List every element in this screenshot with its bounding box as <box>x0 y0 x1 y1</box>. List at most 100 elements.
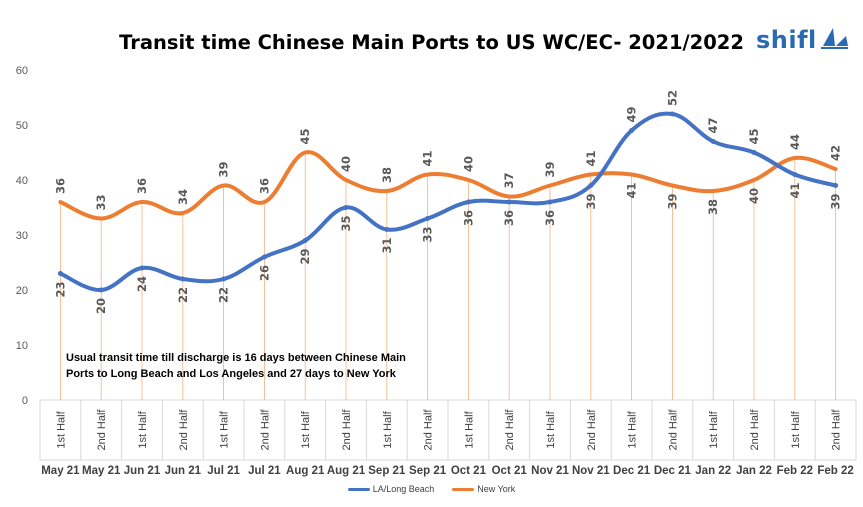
data-label-ny: 38 <box>706 199 720 215</box>
y-tick-label: 40 <box>16 175 28 187</box>
data-label-ny: 40 <box>461 156 475 172</box>
data-label-ny: 37 <box>502 172 516 188</box>
x-category-label: 2nd Half <box>423 409 435 451</box>
data-label-la: 49 <box>625 106 639 122</box>
data-point-la <box>792 172 798 177</box>
data-label-ny: 40 <box>747 188 761 204</box>
data-label-la: 22 <box>217 287 231 303</box>
x-month-label: Jul 21 <box>207 465 240 477</box>
data-label-ny: 39 <box>217 161 231 177</box>
x-category-label: 2nd Half <box>504 409 516 451</box>
data-label-la: 47 <box>706 117 720 133</box>
x-category-label: 2nd Half <box>341 409 353 451</box>
x-month-label: Aug 21 <box>327 465 366 477</box>
x-month-label: Oct 21 <box>492 465 528 477</box>
legend-item-ny: New York <box>452 484 515 494</box>
drop-lines <box>60 152 836 400</box>
x-category-label: 1st Half <box>463 410 475 448</box>
data-label-la: 20 <box>94 298 108 314</box>
x-category-label: 1st Half <box>137 410 149 448</box>
x-category-label: 1st Half <box>300 410 312 448</box>
data-point-la <box>629 128 635 133</box>
data-label-la: 23 <box>53 282 67 298</box>
data-labels: 23 36 20 33 24 36 22 34 22 39 26 36 29 45 35 40 31 38 33 41… <box>53 90 842 314</box>
shifl-logo: shifl <box>756 24 849 56</box>
x-category-label: 2nd Half <box>259 409 271 451</box>
data-label-la: 35 <box>339 216 353 232</box>
x-month-label: Sep 21 <box>409 465 447 477</box>
x-category-label: 2nd Half <box>667 409 679 451</box>
x-month-label: Sep 21 <box>368 465 406 477</box>
x-month-label: May 21 <box>82 465 121 477</box>
x-month-label: Dec 21 <box>654 465 692 477</box>
x-category-label: 1st Half <box>627 410 639 448</box>
x-month-label: Dec 21 <box>613 465 651 477</box>
y-tick-label: 60 <box>16 65 28 77</box>
series-line-la <box>58 111 838 292</box>
data-point-la <box>547 199 553 205</box>
x-category-label: 1st Half <box>545 410 557 448</box>
data-point-la <box>343 205 349 210</box>
y-tick-label: 20 <box>16 285 28 297</box>
data-label-la: 22 <box>176 287 190 303</box>
data-point-la <box>669 111 675 117</box>
data-point-la <box>588 183 594 188</box>
legend-label-la: LA/Long Beach <box>372 484 435 494</box>
legend-swatch-la <box>347 487 370 491</box>
x-axis-categories: 1st Half May 21 2nd Half May 21 1st Half Jun … <box>41 409 854 477</box>
data-point-la <box>302 238 308 243</box>
legend-swatch-ny <box>452 487 475 491</box>
data-label-la: 36 <box>502 210 516 226</box>
data-label-ny: 34 <box>176 189 190 205</box>
data-label-la: 33 <box>421 227 435 243</box>
x-month-label: Jun 21 <box>165 465 202 477</box>
data-point-la <box>57 271 63 276</box>
data-label-la: 39 <box>584 194 598 210</box>
legend-label-ny: New York <box>477 484 516 494</box>
legend-item-la: LA/Long Beach <box>347 484 435 494</box>
x-month-label: Jun 21 <box>124 465 161 477</box>
data-label-ny: 39 <box>665 194 679 210</box>
x-month-label: Jan 22 <box>736 465 772 477</box>
data-point-la <box>710 139 716 144</box>
data-point-la <box>751 150 757 155</box>
y-tick-label: 50 <box>16 120 28 132</box>
data-label-ny: 41 <box>421 150 435 166</box>
x-month-label: Nov 21 <box>572 465 610 477</box>
data-label-ny: 36 <box>53 178 67 194</box>
data-label-ny: 33 <box>94 194 108 210</box>
chart-axes: 0 10 20 30 40 50 60 <box>16 65 857 461</box>
data-label-ny: 41 <box>625 183 639 199</box>
x-category-label: 1st Half <box>219 410 231 448</box>
data-point-la <box>465 199 471 205</box>
x-category-label: 2nd Half <box>178 409 190 451</box>
data-label-ny: 39 <box>543 161 557 177</box>
data-point-la <box>221 276 227 282</box>
data-point-la <box>139 265 145 271</box>
data-point-la <box>98 287 104 293</box>
x-category-label: 1st Half <box>708 410 720 448</box>
annotation-note: Usual transit time till discharge is 16 … <box>66 352 406 380</box>
data-label-la: 36 <box>543 210 557 226</box>
x-month-label: Oct 21 <box>451 465 487 477</box>
x-month-label: Nov 21 <box>531 465 569 477</box>
y-tick-label: 0 <box>22 395 28 407</box>
data-label-la: 52 <box>665 90 679 106</box>
chart-title: Transit time Chinese Main Ports to US WC… <box>119 31 744 54</box>
x-month-label: Jul 21 <box>248 465 281 477</box>
data-label-la: 45 <box>747 128 761 144</box>
data-point-la <box>180 276 186 282</box>
data-point-la <box>506 199 512 205</box>
data-label-ny: 41 <box>584 150 598 166</box>
data-label-ny: 36 <box>135 178 149 194</box>
x-category-label: 1st Half <box>790 410 802 448</box>
x-month-label: May 21 <box>41 465 80 477</box>
data-point-la <box>261 254 267 260</box>
series-lines <box>57 111 839 293</box>
series-line-ny <box>58 150 838 221</box>
data-label-la: 39 <box>829 194 843 210</box>
data-point-la <box>425 216 431 221</box>
data-label-la: 26 <box>257 265 271 281</box>
legend: LA/Long Beach New York <box>0 484 863 494</box>
